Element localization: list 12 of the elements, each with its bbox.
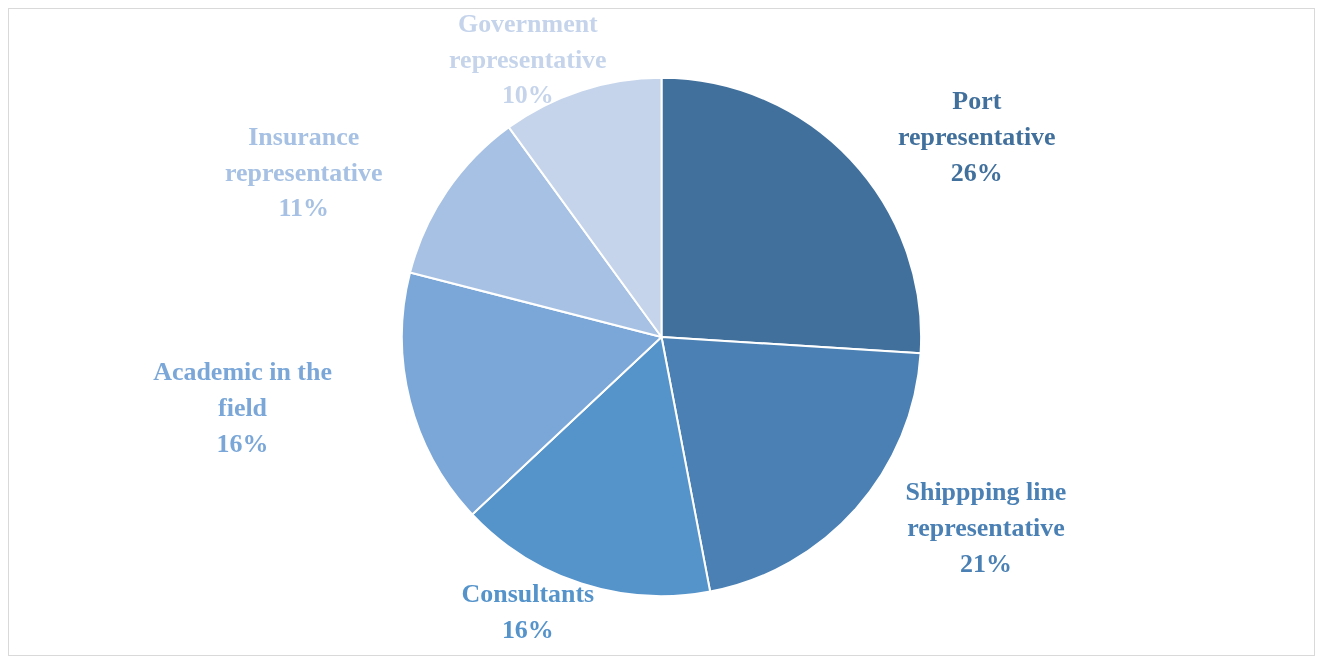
slice-label: Port representative: [898, 86, 1056, 151]
slice-label: Government representative: [449, 8, 607, 74]
data-label: 21%: [960, 548, 1012, 578]
data-label: 10%: [501, 80, 554, 110]
slice-label: Insurance representative: [224, 121, 383, 187]
data-label: 16%: [216, 428, 269, 458]
slice-label: Consultants: [461, 578, 595, 608]
data-label: 26%: [950, 157, 1003, 187]
slice-label: Academic in the field: [153, 357, 332, 422]
data-label: 11%: [278, 193, 329, 223]
slice-label: Shippping line representative: [905, 476, 1067, 542]
data-label: 16%: [501, 614, 554, 644]
